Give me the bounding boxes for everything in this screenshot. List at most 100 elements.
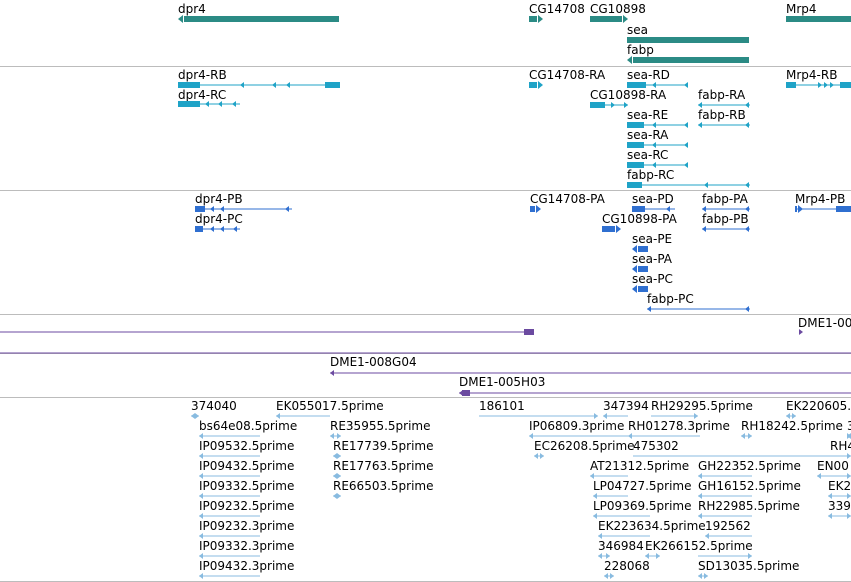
est-label[interactable]: IP09232.3prime [199, 519, 295, 533]
transcript-glyph-dpr4-rc[interactable] [205, 101, 209, 107]
protein-glyph-sea-pc[interactable] [632, 285, 637, 293]
transcript-label-dpr4-rc[interactable]: dpr4-RC [178, 88, 227, 102]
est-label[interactable]: RH01278.3prime [628, 419, 730, 433]
protein-label-dpr4-pb[interactable]: dpr4-PB [195, 192, 243, 206]
transcript-glyph-cg10898-ra[interactable] [590, 102, 605, 108]
transcript-glyph-fabp-rc[interactable] [627, 182, 642, 188]
est-glyph[interactable] [199, 573, 203, 579]
transcript-label-sea-ra[interactable]: sea-RA [627, 128, 669, 142]
est-glyph[interactable] [656, 553, 660, 559]
protein-glyph-sea-pd[interactable] [632, 206, 645, 212]
est-glyph[interactable] [828, 493, 832, 499]
est-label[interactable]: IP09432.5prime [199, 459, 295, 473]
est-label[interactable]: 475302 [633, 439, 679, 453]
est-glyph[interactable] [847, 493, 851, 499]
est-glyph[interactable] [540, 453, 544, 459]
clone-glyph-dme1-005h03[interactable] [459, 390, 463, 396]
est-label[interactable]: RH4 [830, 439, 851, 453]
protein-label-mrp4-pb[interactable]: Mrp4-PB [795, 192, 846, 206]
transcript-glyph-dpr4-rc[interactable] [218, 101, 222, 107]
protein-glyph-mrp4-pb[interactable] [836, 206, 851, 212]
transcript-label-cg10898-ra[interactable]: CG10898-RA [590, 88, 667, 102]
transcript-glyph-cg10898-ra[interactable] [611, 102, 615, 108]
transcript-glyph-fabp-ra[interactable] [698, 102, 702, 108]
transcript-label-fabp-ra[interactable]: fabp-RA [698, 88, 746, 102]
protein-glyph-dpr4-pb[interactable] [195, 206, 205, 212]
est-glyph[interactable] [199, 473, 203, 479]
protein-glyph-fabp-pb[interactable] [702, 226, 706, 232]
gene-glyph-fabp[interactable] [633, 57, 749, 63]
est-glyph[interactable] [828, 513, 832, 519]
transcript-glyph-mrp4-rb[interactable] [824, 82, 828, 88]
protein-glyph-dpr4-pc[interactable] [195, 226, 203, 232]
est-glyph[interactable] [330, 433, 334, 439]
est-label[interactable]: IP06809.3prime [529, 419, 625, 433]
protein-label-fabp-pb[interactable]: fabp-PB [702, 212, 749, 226]
est-label[interactable]: 339 [828, 499, 851, 513]
clone-glyph-dme1-008g04[interactable] [330, 370, 334, 376]
est-glyph[interactable] [698, 513, 702, 519]
est-glyph[interactable] [748, 433, 752, 439]
est-glyph[interactable] [847, 473, 851, 479]
transcript-label-cg14708-ra[interactable]: CG14708-RA [529, 68, 606, 82]
est-glyph[interactable] [698, 493, 702, 499]
est-glyph[interactable] [645, 553, 649, 559]
est-label[interactable]: GH22352.5prime [698, 459, 801, 473]
est-glyph[interactable] [694, 413, 698, 419]
est-glyph[interactable] [337, 493, 341, 499]
protein-label-sea-pa[interactable]: sea-PA [632, 252, 672, 266]
est-glyph[interactable] [337, 473, 341, 479]
est-glyph[interactable] [704, 573, 708, 579]
est-glyph[interactable] [593, 493, 597, 499]
gene-glyph-dpr4[interactable] [178, 15, 183, 23]
est-glyph[interactable] [337, 433, 341, 439]
transcript-label-sea-re[interactable]: sea-RE [627, 108, 669, 122]
protein-glyph-cg10898-pa[interactable] [616, 225, 621, 233]
transcript-glyph-cg10898-ra[interactable] [624, 102, 628, 108]
gene-label-cg14708[interactable]: CG14708 [529, 2, 585, 16]
est-glyph[interactable] [333, 493, 337, 499]
est-glyph[interactable] [199, 433, 203, 439]
est-label[interactable]: EK055017.5prime [276, 399, 384, 413]
clone-label-dme1-00[interactable]: DME1-00 [798, 316, 851, 330]
protein-glyph-sea-pa[interactable] [638, 266, 648, 272]
transcript-glyph-sea-ra[interactable] [652, 142, 656, 148]
transcript-glyph-mrp4-rb[interactable] [840, 82, 851, 88]
est-label[interactable]: RE35955.5prime [330, 419, 431, 433]
est-glyph[interactable] [847, 453, 851, 459]
protein-glyph-fabp-pa[interactable] [745, 206, 749, 212]
est-label[interactable]: 228068 [604, 559, 650, 573]
est-label[interactable]: 347394 [603, 399, 649, 413]
est-label[interactable]: RH22985.5prime [698, 499, 800, 513]
gene-glyph-sea[interactable] [627, 37, 749, 43]
transcript-glyph-sea-re[interactable] [652, 122, 656, 128]
est-glyph[interactable] [748, 553, 752, 559]
transcript-glyph-dpr4-rb[interactable] [325, 82, 340, 88]
est-glyph[interactable] [628, 433, 632, 439]
protein-glyph-dpr4-pc[interactable] [210, 226, 214, 232]
transcript-glyph-dpr4-rb[interactable] [178, 82, 200, 88]
est-glyph[interactable] [698, 573, 702, 579]
gene-glyph-cg10898[interactable] [590, 16, 622, 22]
protein-glyph-sea-pe[interactable] [638, 246, 648, 252]
est-glyph[interactable] [603, 413, 607, 419]
protein-glyph-sea-pa[interactable] [632, 265, 637, 273]
transcript-glyph-sea-ra[interactable] [627, 142, 644, 148]
est-glyph[interactable] [199, 553, 203, 559]
est-label[interactable]: RE17763.5prime [333, 459, 434, 473]
transcript-glyph-dpr4-rb[interactable] [286, 82, 290, 88]
transcript-glyph-sea-rd[interactable] [627, 82, 646, 88]
est-label[interactable]: IP09532.5prime [199, 439, 295, 453]
protein-glyph-dpr4-pb[interactable] [220, 206, 224, 212]
est-glyph[interactable] [276, 413, 280, 419]
transcript-label-fabp-rb[interactable]: fabp-RB [698, 108, 746, 122]
transcript-label-sea-rd[interactable]: sea-RD [627, 68, 670, 82]
est-glyph[interactable] [199, 453, 203, 459]
est-glyph[interactable] [741, 433, 745, 439]
est-glyph[interactable] [792, 413, 796, 419]
transcript-label-fabp-rc[interactable]: fabp-RC [627, 168, 675, 182]
transcript-glyph-fabp-rb[interactable] [698, 122, 702, 128]
est-label[interactable]: SD13035.5prime [698, 559, 800, 573]
est-label[interactable]: RE66503.5prime [333, 479, 434, 493]
transcript-glyph-fabp-rb[interactable] [745, 122, 749, 128]
